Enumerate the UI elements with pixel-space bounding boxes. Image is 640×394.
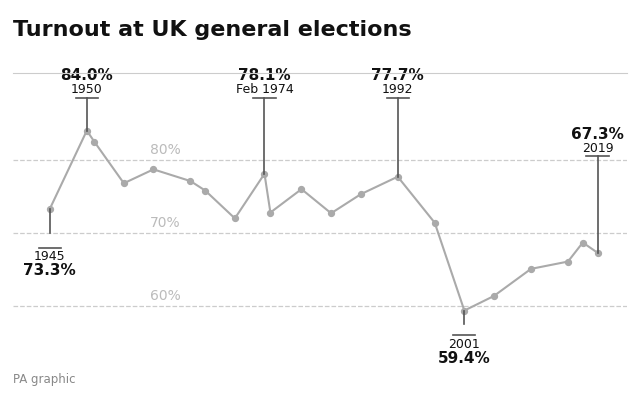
Text: 1950: 1950: [71, 83, 102, 96]
Point: [326, 210, 336, 216]
Text: Feb 1974: Feb 1974: [236, 83, 293, 96]
Text: 84.0%: 84.0%: [60, 68, 113, 83]
Point: [578, 240, 588, 246]
Text: Turnout at UK general elections: Turnout at UK general elections: [13, 20, 412, 40]
Text: PA graphic: PA graphic: [13, 373, 76, 386]
Point: [89, 138, 99, 145]
Text: 70%: 70%: [150, 216, 180, 230]
Point: [526, 266, 536, 272]
Point: [489, 293, 499, 299]
Point: [392, 173, 403, 180]
Point: [266, 209, 276, 216]
Text: 60%: 60%: [150, 289, 180, 303]
Text: 67.3%: 67.3%: [571, 126, 624, 141]
Text: 78.1%: 78.1%: [238, 68, 291, 83]
Point: [296, 186, 307, 192]
Text: 59.4%: 59.4%: [438, 351, 491, 366]
Text: 2019: 2019: [582, 142, 613, 155]
Point: [429, 219, 440, 226]
Point: [460, 307, 470, 314]
Point: [259, 171, 269, 177]
Point: [148, 166, 159, 173]
Point: [356, 191, 366, 197]
Point: [186, 178, 196, 184]
Point: [200, 188, 211, 194]
Point: [230, 215, 240, 221]
Point: [45, 206, 55, 212]
Text: 1945: 1945: [34, 250, 66, 263]
Text: 73.3%: 73.3%: [24, 263, 76, 278]
Text: 2001: 2001: [449, 338, 480, 351]
Point: [563, 258, 573, 265]
Point: [593, 250, 603, 256]
Point: [82, 127, 92, 134]
Point: [118, 180, 129, 186]
Text: 1992: 1992: [382, 83, 413, 96]
Text: 77.7%: 77.7%: [371, 68, 424, 83]
Text: 80%: 80%: [150, 143, 180, 157]
